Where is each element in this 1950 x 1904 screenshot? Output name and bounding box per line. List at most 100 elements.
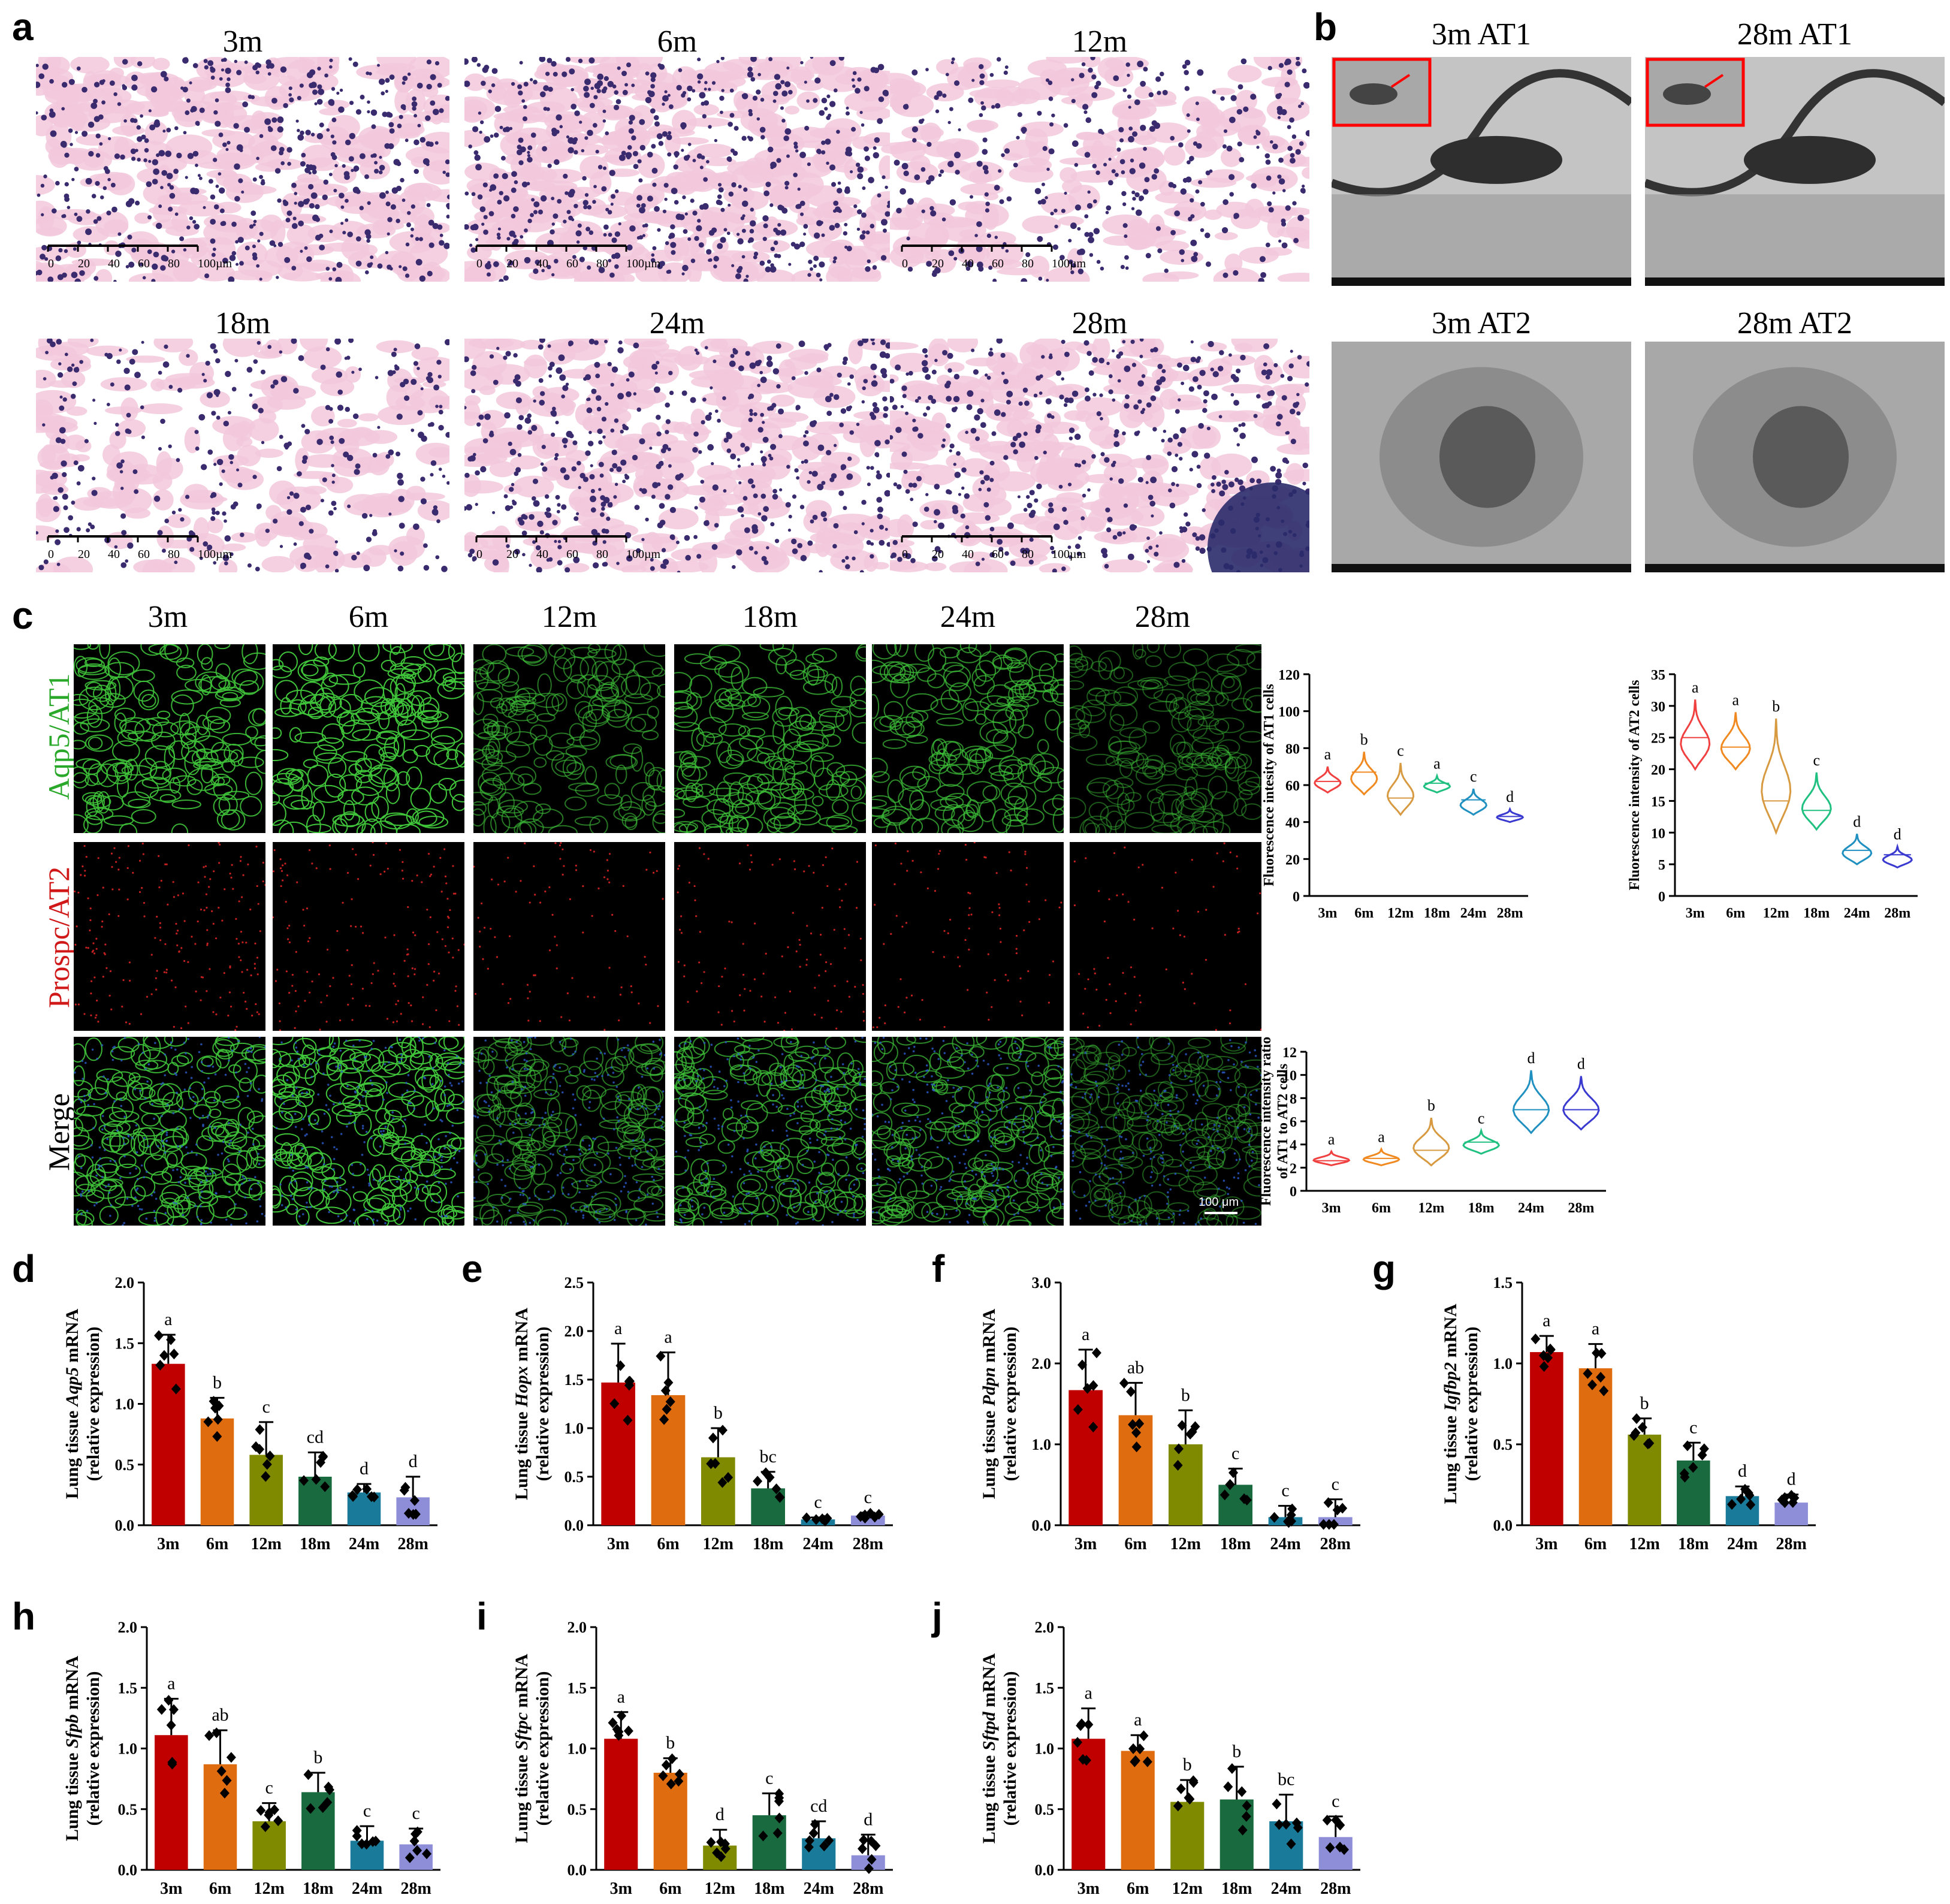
- sig-letter: a: [1692, 678, 1699, 696]
- panel-label-j: j: [932, 1595, 943, 1638]
- data-point: [1131, 1427, 1142, 1438]
- sig-letter: d: [1506, 788, 1514, 805]
- sig-letter: a: [1543, 1311, 1550, 1330]
- x-tick-label: 12m: [254, 1879, 285, 1898]
- data-point: [216, 1766, 227, 1777]
- y-tick-label: 0.0: [1035, 1861, 1055, 1879]
- bar: [1170, 1802, 1205, 1870]
- bar: [1219, 1799, 1254, 1870]
- bar: [152, 1363, 185, 1525]
- data-point: [753, 1475, 763, 1487]
- y-tick-label: 10: [1651, 826, 1665, 841]
- he-image-18m: 0 20 40 60 80 100µm: [36, 339, 449, 572]
- svg-text:40: 40: [108, 257, 120, 270]
- data-point: [1237, 1824, 1248, 1836]
- x-tick-label: 28m: [853, 1879, 883, 1898]
- he-title-28m: 28m: [1071, 306, 1128, 340]
- y-tick-label: 80: [1285, 741, 1300, 757]
- chart-i: 0.0 0.5 1.0 1.5 2.0 Lung tissue Sftpc mRNA (re…: [512, 1619, 893, 1898]
- sig-letter: c: [1332, 1791, 1339, 1811]
- he-title-3m: 3m: [222, 25, 263, 59]
- data-point: [155, 1359, 165, 1371]
- y-axis-label-2: (relative expression): [533, 1671, 553, 1825]
- y-axis-label: Lung tissue Sftpd mRNA: [979, 1653, 999, 1843]
- panel-label-c: c: [12, 594, 34, 637]
- bar: [155, 1735, 188, 1870]
- sig-letter: c: [1281, 1481, 1289, 1501]
- svg-text:100µm: 100µm: [198, 257, 233, 270]
- violin: [1761, 718, 1792, 835]
- data-point: [409, 1835, 419, 1846]
- x-tick-label: 24m: [802, 1535, 833, 1553]
- sig-letter: c: [814, 1492, 822, 1512]
- data-point: [1225, 1479, 1235, 1490]
- data-point: [811, 1514, 821, 1525]
- sig-letter: a: [164, 1309, 172, 1329]
- bar: [1774, 1502, 1808, 1525]
- data-point: [412, 1826, 422, 1837]
- sig-letter: c: [265, 1778, 273, 1798]
- x-tick-label: 28m: [401, 1879, 431, 1898]
- panel-label-e: e: [461, 1247, 483, 1290]
- panel-label-d: d: [12, 1247, 36, 1290]
- data-point: [658, 1770, 668, 1782]
- fl-scalebar: [1205, 1212, 1237, 1214]
- x-tick-label: 18m: [1468, 1200, 1495, 1216]
- data-point: [1332, 1504, 1342, 1516]
- data-point: [708, 1432, 718, 1444]
- y-tick-label: 2.0: [568, 1619, 587, 1636]
- chart-d: 0.0 0.5 1.0 1.5 2.0 Lung tissue Aqp5 mRNA (rel…: [62, 1274, 437, 1553]
- x-tick-label: 24m: [352, 1879, 382, 1898]
- data-point: [1780, 1497, 1790, 1508]
- y-tick-label: 1.5: [565, 1371, 584, 1389]
- y-tick-label: 0.5: [1493, 1436, 1513, 1453]
- fl-image-Prospc/AT2-28m: [1070, 842, 1261, 1031]
- data-point: [1272, 1799, 1282, 1810]
- sig-letter: cd: [810, 1796, 827, 1816]
- fl-image-Merge-18m: [674, 1037, 866, 1226]
- x-tick-label: 18m: [753, 1535, 783, 1553]
- data-point: [1239, 1493, 1249, 1504]
- data-point: [665, 1396, 675, 1407]
- y-axis-label-2: of AT1 to AT2 cells: [1275, 1064, 1291, 1179]
- y-tick-label: 1.0: [1493, 1355, 1513, 1372]
- data-point: [857, 1843, 867, 1854]
- sig-letter: c: [262, 1397, 270, 1417]
- fl-image-Merge-24m: [872, 1037, 1064, 1226]
- y-tick-label: 1.0: [1032, 1436, 1052, 1453]
- y-tick-label: 2.0: [1032, 1355, 1052, 1372]
- bar: [252, 1821, 286, 1870]
- sig-letter: a: [614, 1318, 622, 1338]
- data-point: [299, 1475, 309, 1486]
- x-tick-label: 18m: [1803, 906, 1830, 921]
- y-tick-label: 2.0: [118, 1619, 138, 1636]
- sig-letter: ab: [1127, 1357, 1144, 1377]
- y-axis-label: Fluorescence intensity ratio: [1258, 1037, 1274, 1206]
- y-tick-label: 0.5: [1035, 1801, 1055, 1818]
- x-tick-label: 18m: [300, 1535, 330, 1553]
- x-tick-label: 3m: [1535, 1535, 1557, 1553]
- x-tick-label: 12m: [1418, 1200, 1444, 1216]
- violin: [1842, 834, 1873, 865]
- data-point: [1286, 1516, 1296, 1527]
- x-tick-label: 24m: [1518, 1200, 1544, 1216]
- sig-letter: a: [1324, 746, 1332, 763]
- data-point: [1545, 1344, 1556, 1356]
- sig-letter: b: [1427, 1097, 1435, 1114]
- fl-image-Merge-6m: [273, 1037, 464, 1226]
- sig-letter: a: [1732, 691, 1739, 708]
- y-tick-label: 0.0: [115, 1517, 135, 1534]
- sig-letter: d: [360, 1459, 369, 1478]
- data-point: [1596, 1372, 1606, 1383]
- data-point: [1746, 1499, 1756, 1510]
- sig-letter: a: [1592, 1319, 1599, 1339]
- y-tick-label: 3.0: [1032, 1274, 1052, 1292]
- svg-text:0: 0: [48, 257, 54, 270]
- y-tick-label: 1.5: [115, 1335, 135, 1352]
- y-tick-label: 2.0: [1035, 1619, 1055, 1636]
- data-point: [706, 1458, 716, 1470]
- data-point: [617, 1710, 627, 1721]
- data-point: [260, 1821, 270, 1832]
- data-point: [320, 1481, 330, 1492]
- data-point: [820, 1516, 830, 1527]
